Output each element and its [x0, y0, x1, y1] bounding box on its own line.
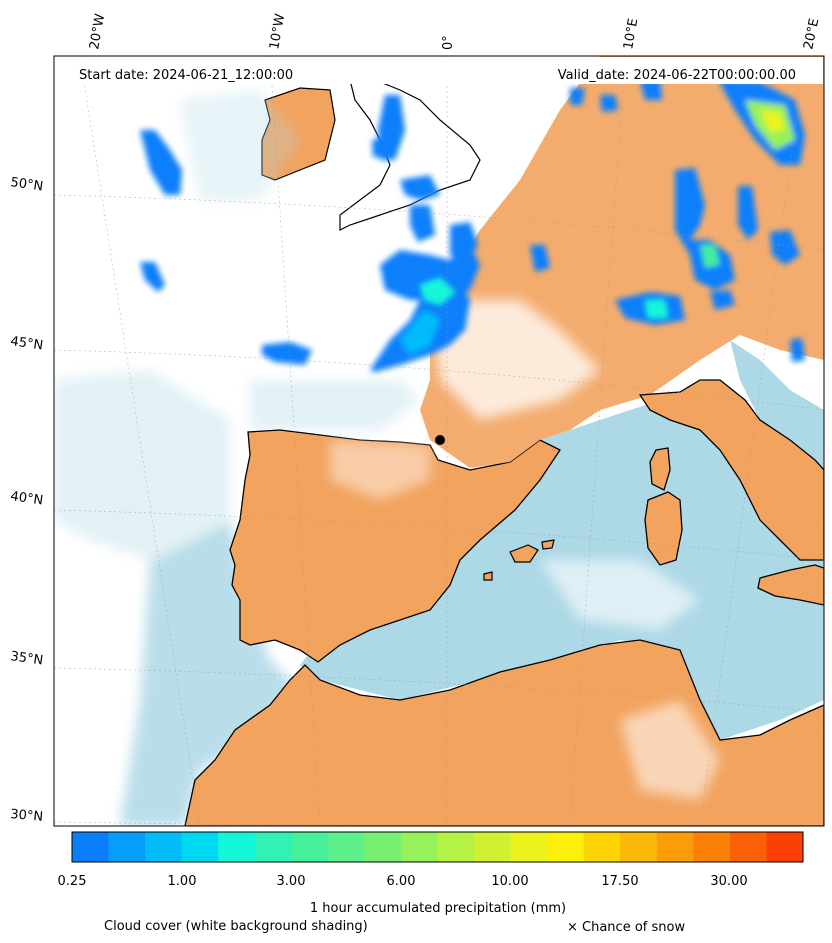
colorbar-label: 1 hour accumulated precipitation (mm)	[310, 901, 566, 916]
north-atlantic-faint	[180, 90, 300, 200]
colorbar-tick: 3.00	[277, 874, 306, 889]
colorbar-segment	[583, 832, 621, 862]
header-banner	[55, 57, 823, 84]
colorbar-segment	[364, 832, 402, 862]
lat-label-45n: 45°N	[9, 334, 44, 353]
lon-label-20e: 20°E	[801, 17, 822, 51]
sicily-land	[757, 564, 824, 606]
colorbar-segment	[72, 832, 110, 862]
graticule	[54, 56, 824, 826]
colorbar-tick: 6.00	[387, 874, 416, 889]
colorbar-segment	[145, 832, 183, 862]
italy-land	[638, 379, 824, 561]
colorbar-segment	[693, 832, 731, 862]
cloud-cover-iberia	[330, 440, 430, 500]
corsica-land	[649, 447, 671, 491]
colorbar-segment	[437, 832, 475, 862]
balearic-islands	[483, 539, 555, 581]
colorbar-segment	[474, 832, 512, 862]
valid-date-label: Valid_date: 2024-06-22T00:00:00.00	[558, 68, 796, 83]
colorbar-segment	[766, 832, 804, 862]
snow-legend: × Chance of snow	[567, 920, 685, 935]
lon-label-10w: 10°W	[267, 13, 288, 51]
latitude-labels: 50°N 45°N 40°N 35°N 30°N	[9, 175, 44, 825]
lon-label-20w: 20°W	[87, 13, 108, 51]
colorbar-segment	[729, 832, 767, 862]
lat-label-35n: 35°N	[9, 649, 44, 668]
lat-label-30n: 30°N	[10, 807, 44, 825]
colorbar-segment	[218, 832, 256, 862]
colorbar-ticks: 0.25 1.00 3.00 6.00 10.00 17.50 30.00	[58, 874, 748, 889]
cloud-cover-med	[540, 560, 700, 630]
lat-label-40n: 40°N	[9, 489, 44, 508]
colorbar-segment	[327, 832, 365, 862]
colorbar-segment	[181, 832, 219, 862]
colorbar-segment	[254, 832, 292, 862]
colorbar-segment	[656, 832, 694, 862]
map-frame	[53, 55, 825, 827]
lon-label-0: 0°	[441, 35, 456, 50]
start-date-label: Start date: 2024-06-21_12:00:00	[79, 68, 293, 83]
precipitation-cells	[140, 80, 805, 372]
colorbar-segment	[620, 832, 658, 862]
colorbar-tick: 1.00	[168, 874, 197, 889]
atlantic-clear-sea	[120, 520, 300, 826]
colorbar-frame	[71, 831, 804, 863]
sardinia-land	[644, 491, 683, 566]
colorbar-segment	[400, 832, 438, 862]
colorbar-tick: 0.25	[58, 874, 87, 889]
cloud-cover-sahara	[620, 700, 720, 800]
lat-label-50n: 50°N	[9, 175, 44, 194]
cloud-cover-legend: Cloud cover (white background shading)	[104, 919, 368, 934]
location-marker	[435, 435, 445, 445]
colorbar-tick: 30.00	[710, 874, 747, 889]
atlantic-faint-sea	[54, 370, 230, 560]
colorbar	[72, 832, 804, 862]
iberia-land	[229, 429, 561, 663]
map-area	[54, 56, 824, 826]
colorbar-tick: 10.00	[491, 874, 528, 889]
biscay-faint	[250, 380, 420, 430]
longitude-labels: 20°W 10°W 0° 10°E 20°E	[87, 13, 822, 51]
adriatic-sea	[730, 340, 824, 470]
cloud-cover-north	[430, 300, 600, 420]
colorbar-segment	[108, 832, 146, 862]
colorbar-segment	[510, 832, 548, 862]
colorbar-segment	[547, 832, 585, 862]
colorbar-segment	[291, 832, 329, 862]
lon-label-10e: 10°E	[621, 17, 641, 50]
colorbar-tick: 17.50	[601, 874, 638, 889]
